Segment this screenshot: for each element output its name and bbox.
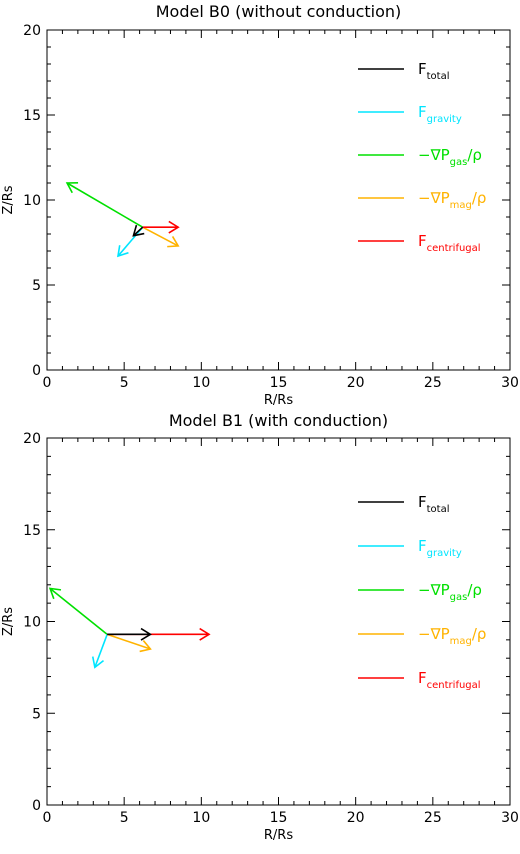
arrow-head — [91, 656, 105, 669]
x-tick-label: 0 — [43, 375, 52, 391]
x-tick-label: 20 — [347, 375, 365, 391]
y-tick-label: 5 — [32, 706, 41, 722]
legend-entry-gas: −∇Pgas/ρ — [418, 581, 482, 603]
arrow-head — [65, 181, 79, 194]
legend-entry-total: Ftotal — [418, 60, 450, 82]
x-tick-label: 10 — [192, 810, 210, 826]
legend-subscript: centrifugal — [427, 680, 481, 691]
vector-arrow-mag — [142, 226, 180, 248]
legend-name: F — [418, 232, 427, 250]
legend-name: P — [441, 625, 450, 643]
vector-arrow-gas — [65, 181, 144, 228]
arrow-head — [140, 627, 152, 641]
x-tick-label: 10 — [192, 375, 210, 391]
vector-arrow-mag — [106, 633, 152, 653]
arrow-head — [168, 220, 180, 234]
vector-arrow-gravity — [91, 634, 108, 669]
legend-entry-centrifugal: Fcentrifugal — [418, 669, 481, 691]
x-tick-label: 25 — [424, 810, 442, 826]
vector-arrow-total — [107, 627, 152, 641]
arrow-shaft — [142, 226, 179, 247]
legend-subscript: total — [427, 504, 450, 515]
legend-name: P — [441, 581, 450, 599]
legend-prefix: −∇ — [418, 625, 442, 643]
arrow-head — [139, 640, 152, 653]
y-tick-label: 0 — [32, 798, 41, 814]
arrow-shaft — [106, 633, 151, 650]
arrow-head — [199, 627, 211, 641]
chart-panel-0: Model B0 (without conduction) 0 5 10 15 20 25 3… — [1, 2, 519, 408]
chart-title: Model B0 (without conduction) — [156, 2, 402, 21]
legend-prefix: −∇ — [418, 146, 442, 164]
legend-name: F — [418, 60, 427, 78]
arrow-shaft — [94, 634, 108, 668]
x-tick-label: 30 — [501, 810, 519, 826]
legend-entry-gravity: Fgravity — [418, 537, 462, 559]
x-tick-label: 15 — [270, 810, 288, 826]
legend-suffix: /ρ — [467, 581, 482, 599]
vector-arrow-total — [132, 224, 145, 237]
legend-subscript: gas — [450, 157, 468, 168]
y-tick-label: 5 — [32, 278, 41, 294]
y-axis-label: Z/Rs — [1, 607, 16, 636]
chart-title: Model B1 (with conduction) — [169, 411, 388, 430]
arrow-head — [167, 236, 180, 248]
legend-name: F — [418, 669, 427, 687]
legend-name: P — [441, 146, 450, 164]
legend-name: P — [441, 189, 450, 207]
y-tick-label: 15 — [23, 108, 41, 124]
y-tick-label: 0 — [32, 363, 41, 379]
y-tick-label: 10 — [23, 193, 41, 209]
legend-name: F — [418, 493, 427, 511]
x-tick-label: 30 — [501, 375, 519, 391]
x-tick-label: 5 — [120, 810, 129, 826]
arrow-head — [116, 245, 129, 258]
vector-arrow-gas — [48, 587, 108, 635]
x-tick-label: 20 — [347, 810, 365, 826]
x-tick-label: 15 — [270, 375, 288, 391]
legend-entry-total: Ftotal — [418, 493, 450, 515]
legend-entry-mag: −∇Pmag/ρ — [418, 189, 486, 211]
arrow-shaft — [66, 182, 144, 228]
y-axis-label: Z/Rs — [1, 185, 16, 214]
y-tick-label: 10 — [23, 615, 41, 631]
legend-subscript: total — [427, 71, 450, 82]
vector-arrow-centrifugal — [142, 220, 180, 234]
legend-entry-centrifugal: Fcentrifugal — [418, 232, 481, 254]
x-tick-label: 25 — [424, 375, 442, 391]
legend-subscript: gravity — [427, 548, 462, 559]
x-axis-label: R/Rs — [264, 828, 293, 843]
arrow-head — [48, 587, 62, 600]
y-tick-label: 20 — [23, 431, 41, 447]
legend-suffix: /ρ — [472, 189, 487, 207]
x-tick-label: 0 — [43, 810, 52, 826]
legend-name: F — [418, 103, 427, 121]
legend-suffix: /ρ — [472, 625, 487, 643]
legend-entry-mag: −∇Pmag/ρ — [418, 625, 486, 647]
x-axis-label: R/Rs — [264, 393, 293, 408]
arrow-shaft — [49, 587, 108, 635]
legend-prefix: −∇ — [418, 189, 442, 207]
legend-entry-gas: −∇Pgas/ρ — [418, 146, 482, 168]
legend-suffix: /ρ — [467, 146, 482, 164]
legend-prefix: −∇ — [418, 581, 442, 599]
legend-subscript: centrifugal — [427, 243, 481, 254]
legend-subscript: gravity — [427, 114, 462, 125]
plot-frame — [46, 437, 511, 806]
legend-subscript: mag — [450, 636, 472, 647]
y-tick-label: 15 — [23, 523, 41, 539]
legend-subscript: gas — [450, 592, 468, 603]
arrow-shaft — [132, 226, 144, 237]
legend-name: F — [418, 537, 427, 555]
y-tick-label: 20 — [23, 23, 41, 39]
x-tick-label: 5 — [120, 375, 129, 391]
legend-entry-gravity: Fgravity — [418, 103, 462, 125]
arrow-head — [132, 224, 145, 237]
chart-panel-1: Model B1 (with conduction) 0 5 10 15 20 25 30 0 5… — [1, 411, 519, 843]
legend-subscript: mag — [450, 200, 472, 211]
